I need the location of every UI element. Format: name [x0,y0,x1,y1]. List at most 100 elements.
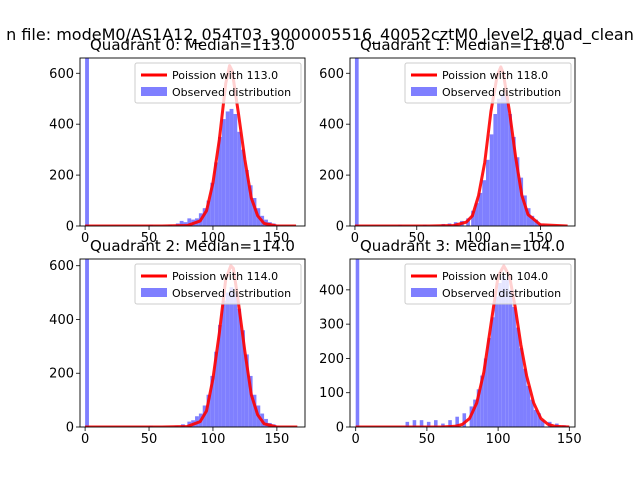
histogram-bar [487,337,491,427]
histogram-bar [233,292,238,427]
histogram-bar [526,208,531,226]
plot-area [85,58,297,226]
histogram-bar [210,182,215,226]
histogram-bar [237,308,242,427]
histogram-bar [225,111,230,226]
subplot-quadrant-2: 0 50 100 150 0 200 400 600 Quadrant 2: Median=11… [49,237,306,447]
legend-label-observed: Observed distribution [172,86,291,99]
histogram-bar [505,279,509,427]
x-tick-label: 100 [466,231,491,246]
histogram-bar [508,289,513,427]
histogram-bar [233,114,238,226]
legend-label-poisson: Poission with 113.0 [172,69,278,82]
y-tick-label: 0 [66,220,74,235]
histogram-bar [530,215,535,226]
y-tick-label: 100 [319,386,344,401]
histogram-bar [244,354,249,427]
subplot-quadrant-0: 0 50 100 150 0 200 400 600 Quadrant 0: Median=11… [49,36,306,246]
histogram-bar [462,413,467,427]
histogram-bar [515,157,520,226]
y-tick-label: 400 [319,283,344,298]
histogram-bar [478,192,483,226]
histogram-bar [471,210,475,226]
histogram-bar [85,259,89,427]
y-tick-label: 200 [319,169,344,184]
legend: Poission with 113.0 Observed distribution [134,62,302,104]
legend: Poission with 114.0 Observed distribution [134,263,302,305]
histogram-bar [493,114,498,226]
histogram-bar [187,218,192,226]
legend-swatch-observed [411,87,437,96]
axes-frame [79,258,306,428]
histogram-bar [511,136,516,226]
legend-box [134,263,302,305]
histogram-bar [405,421,410,427]
x-tick-label: 50 [141,231,158,246]
histogram-bar [482,180,486,226]
subplot-quadrant-1: 0 50 100 150 0 200 400 600 Quadrant 1: Median=11… [319,36,576,246]
histogram-bar [248,185,253,226]
x-tick-label: 0 [81,432,89,447]
histogram-bar [221,119,226,226]
histogram-bar [214,351,219,427]
histogram-bar [241,149,245,226]
x-tick-label: 0 [351,231,359,246]
y-tick-label: 400 [49,118,74,133]
histogram-bar [241,330,245,427]
legend-label-poisson: Poission with 104.0 [442,270,548,283]
histogram-bar [218,136,222,226]
axes-frame [349,57,576,227]
legend: Poission with 118.0 Observed distribution [404,62,572,104]
legend-label-observed: Observed distribution [172,287,291,300]
histogram-bar [490,317,495,427]
legend-box [404,62,572,104]
y-tick-label: 600 [319,67,344,82]
y-tick-label: 200 [49,169,74,184]
histogram-bar [483,358,488,427]
panel-title: Quadrant 0: Median=113.0 [90,36,295,54]
histogram-bar [441,423,445,427]
panel-title: Quadrant 2: Median=114.0 [90,237,295,255]
histogram-bar [202,208,207,226]
histogram-bar [500,93,505,226]
histogram-bar [229,108,234,226]
histogram-bar [355,259,360,427]
histogram-bar [412,420,417,427]
legend-label-observed: Observed distribution [442,86,561,99]
histogram-bar [476,389,481,427]
histogram-bar [221,300,226,427]
y-tick-label: 200 [49,367,74,382]
histogram-bar [206,200,211,226]
y-tick-label: 600 [49,259,74,274]
legend-box [404,263,572,305]
plot-area [355,259,570,427]
legend-swatch-observed [141,288,167,297]
histogram-bar [455,416,459,427]
histogram-bar [244,170,249,226]
legend-box [134,62,302,104]
axes-frame [79,57,306,227]
histogram-bar [210,375,215,427]
x-tick-label: 100 [486,432,511,447]
histogram-bar [504,96,509,226]
histogram-bar [85,58,89,226]
histogram-bar [218,324,222,427]
histogram-bar [489,134,494,226]
histogram-bar [540,420,545,427]
x-tick-label: 0 [81,231,89,246]
histogram-bar [497,98,501,226]
histogram-bar [237,131,242,226]
histogram-bar [508,114,512,226]
legend-swatch-observed [141,87,167,96]
histogram-bar [252,198,257,226]
figure-suptitle: n file: modeM0/AS1A12_054T03_9000005516_… [6,25,634,45]
legend-label-poisson: Poission with 118.0 [442,69,548,82]
x-tick-label: 150 [528,231,553,246]
histogram-bar [214,162,219,226]
histogram-bar [474,203,479,226]
y-tick-label: 0 [336,220,344,235]
x-tick-label: 100 [201,432,226,447]
histogram-bar [248,375,253,427]
histogram-bar [537,413,541,427]
